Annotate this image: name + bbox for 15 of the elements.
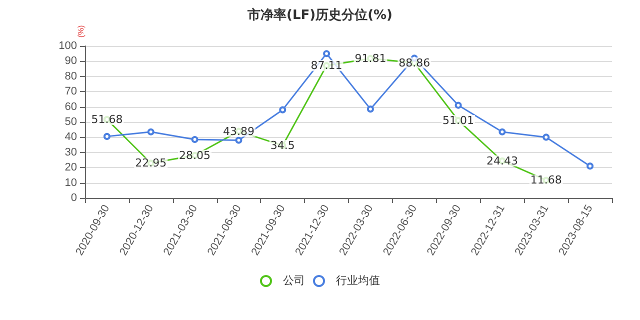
y-tick-label: 40 [64, 131, 77, 144]
y-tick-label: 100 [58, 40, 77, 52]
chart-title: 市净率(LF)历史分位(%) [246, 7, 392, 23]
y-tick-label: 90 [64, 55, 77, 68]
y-tick-label: 60 [64, 100, 77, 113]
legend-label: 行业均值 [336, 274, 380, 287]
y-tick-label: 70 [64, 86, 77, 98]
y-tick-label: 50 [64, 116, 77, 128]
y-tick-label: 20 [64, 162, 77, 174]
y-tick-label: 30 [64, 146, 77, 158]
legend-label: 公司 [283, 275, 305, 287]
y-tick-label: 10 [64, 176, 77, 189]
y-tick-label: 80 [64, 70, 77, 82]
y-tick-label: 0 [70, 192, 77, 204]
y-axis-title: (%) [76, 24, 86, 38]
